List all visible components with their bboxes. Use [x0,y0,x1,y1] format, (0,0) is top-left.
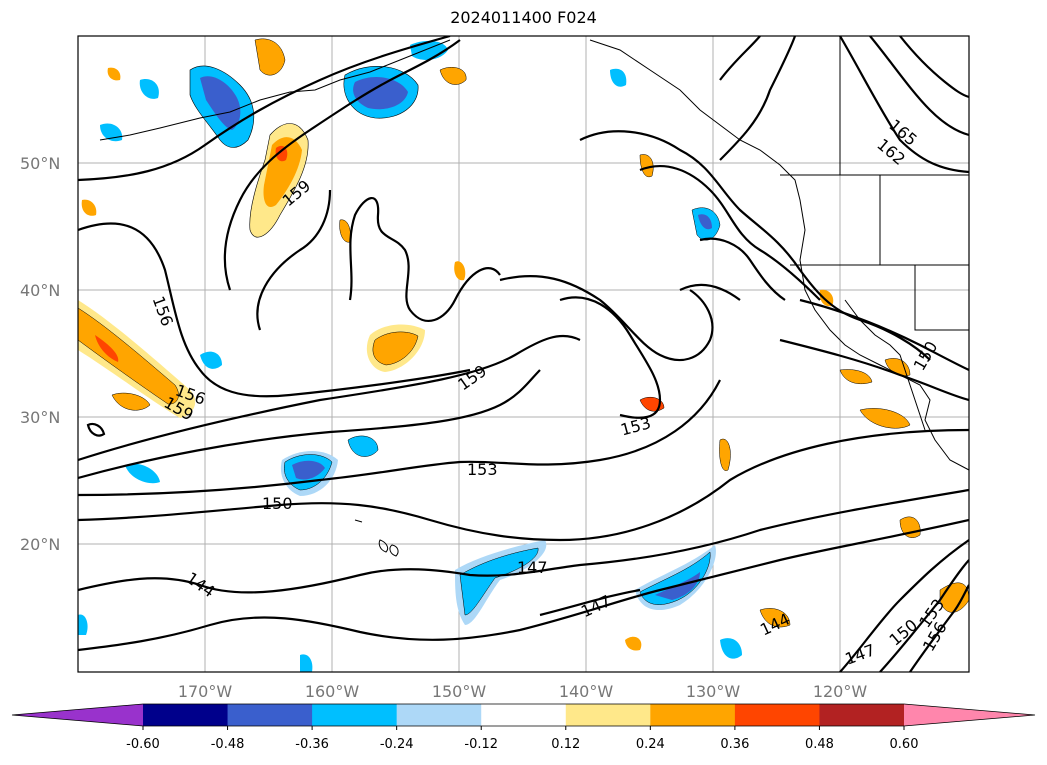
colorbar-tick-label: -0.12 [464,737,498,752]
colorbar-tick-label: 0.60 [890,737,919,752]
colorbar-segment [819,704,905,726]
lat-label-20n: 20°N [20,535,60,554]
lat-label-30n: 30°N [20,408,60,427]
lat-label-50n: 50°N [20,154,60,173]
colorbar-segment [396,704,482,726]
lon-label-120w: 120°W [813,682,868,701]
colorbar: -0.60 -0.48 -0.36 -0.24 -0.12 0.12 0.24 0.36 0.4… [11,703,1036,752]
colorbar-tick-label: -0.36 [295,737,329,752]
contour-label: 150 [262,494,293,513]
colorbar-tick-label: 0.48 [805,737,834,752]
colorbar-segment [734,704,820,726]
colorbar-segment [481,704,567,726]
colorbar-tick-label: -0.60 [126,737,160,752]
lon-label-160w: 160°W [305,682,360,701]
lon-label-130w: 130°W [686,682,741,701]
colorbar-tick-label: 0.36 [720,737,749,752]
colorbar-segment [565,704,651,726]
colorbar-segment [143,704,229,726]
map-frame [77,35,970,673]
lon-label-140w: 140°W [559,682,614,701]
latitude-labels: 50°N 40°N 30°N 20°N [20,154,60,554]
anomaly-shading [78,38,969,672]
contour-label: 153 [467,460,498,479]
colorbar-extend-max [904,704,1035,726]
colorbar-tick-label: 0.24 [636,737,665,752]
lon-label-170w: 170°W [178,682,233,701]
colorbar-segment [312,704,398,726]
longitude-labels: 170°W 160°W 150°W 140°W 130°W 120°W [178,682,868,701]
colorbar-segment [227,704,313,726]
chart-title: 2024011400 F024 [450,8,597,27]
colorbar-extend-min [12,704,143,726]
colorbar-tick-label: -0.24 [380,737,414,752]
contour-label: 147 [517,558,548,577]
height-contours [78,36,969,672]
lat-label-40n: 40°N [20,281,60,300]
lon-label-150w: 150°W [432,682,487,701]
colorbar-segment [650,704,736,726]
colorbar-tick-label: -0.48 [211,737,245,752]
colorbar-tick-label: 0.12 [551,737,580,752]
